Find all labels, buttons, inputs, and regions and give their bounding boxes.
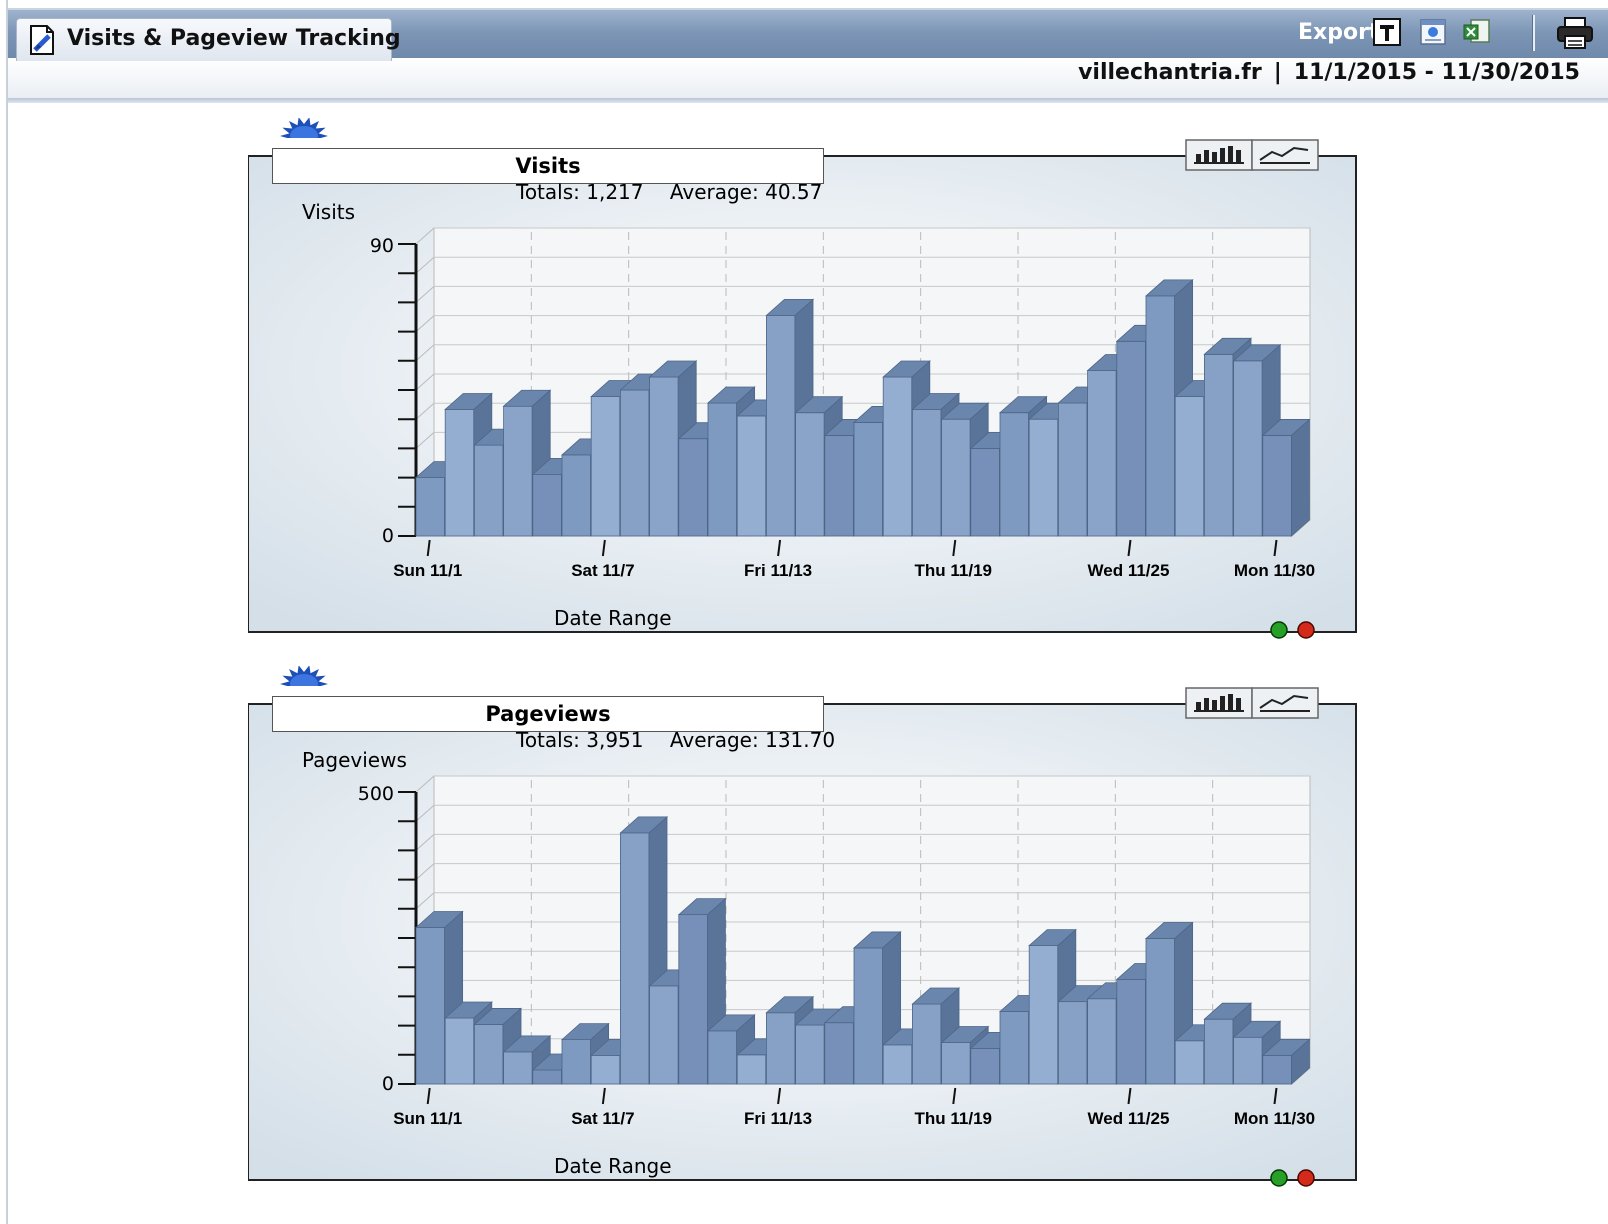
visits-chart: 0 90 Sun 11/1 Sat 11/7 Fri 11/13 Thu 11/19 Wed… — [248, 118, 1357, 639]
chart-type-buttons — [1185, 139, 1319, 171]
x-tick — [601, 1087, 606, 1105]
bar — [414, 910, 464, 1085]
site-name: villechantria.fr — [1078, 60, 1262, 85]
bar-chart-button[interactable] — [1185, 139, 1253, 171]
document-icon — [30, 25, 54, 55]
y-axis-title: Visits — [302, 200, 356, 224]
excel-export-icon[interactable] — [1462, 17, 1492, 47]
totals-label: Totals: — [516, 728, 580, 752]
x-tick — [1273, 539, 1278, 557]
x-tick-label: Sat 11/7 — [571, 1109, 634, 1128]
chart-type-buttons — [1185, 687, 1319, 719]
x-axis-title: Date Range — [554, 606, 672, 630]
chart-totals: Totals: 3,951 Average: 131.70 — [516, 728, 835, 752]
x-tick-label: Wed 11/25 — [1088, 561, 1170, 580]
status-indicators — [1270, 621, 1315, 639]
burst-icon — [274, 118, 334, 155]
line-chart-button[interactable] — [1251, 687, 1319, 719]
x-tick — [1127, 1087, 1132, 1105]
report-info-bar — [8, 58, 1608, 100]
export-label: Export — [1298, 20, 1380, 45]
window-left-border — [6, 0, 8, 1224]
print-icon[interactable] — [1556, 16, 1594, 50]
y-tick-label: 0 — [382, 1073, 394, 1095]
status-red-dot — [1297, 1169, 1315, 1187]
y-axis-title: Pageviews — [302, 748, 407, 772]
y-tick-label: 500 — [358, 783, 394, 805]
chart-title: Visits — [272, 148, 824, 184]
x-tick-label: Fri 11/13 — [744, 561, 812, 580]
toolbar-separator — [1532, 15, 1535, 51]
x-tick — [601, 539, 606, 557]
x-tick — [1127, 539, 1132, 557]
bar-chart-button[interactable] — [1185, 687, 1253, 719]
bars — [414, 279, 1311, 537]
y-tick-label: 90 — [370, 235, 394, 257]
x-axis-title: Date Range — [554, 1154, 672, 1178]
bars — [414, 815, 1311, 1085]
date-range: 11/1/2015 - 11/30/2015 — [1293, 60, 1580, 85]
bar — [1261, 418, 1311, 537]
x-tick — [952, 539, 957, 557]
web-export-icon[interactable] — [1418, 17, 1448, 47]
average-label: Average: — [669, 728, 759, 752]
average-value: 131.70 — [765, 728, 836, 752]
x-tick-label: Mon 11/30 — [1234, 561, 1315, 580]
y-tick-label: 0 — [382, 525, 394, 547]
totals-label: Totals: — [516, 180, 580, 204]
status-green-dot — [1270, 621, 1288, 639]
x-tick-label: Sun 11/1 — [393, 1109, 462, 1128]
site-date-info: villechantria.fr | 11/1/2015 - 11/30/2015 — [1078, 60, 1580, 85]
x-tick-label: Sat 11/7 — [571, 561, 634, 580]
status-green-dot — [1270, 1169, 1288, 1187]
x-tick-label: Thu 11/19 — [915, 1109, 992, 1128]
info-separator: | — [1273, 60, 1282, 85]
bar — [560, 1022, 610, 1085]
x-tick-label: Sun 11/1 — [393, 561, 462, 580]
text-export-icon[interactable] — [1372, 17, 1402, 47]
pageviews-chart-panel: 0 500 Sun 11/1 Sat 11/7 Fri 11/13 Thu 11/19 We… — [248, 666, 1378, 1204]
average-value: 40.57 — [765, 180, 823, 204]
average-label: Average: — [669, 180, 759, 204]
chart-title: Pageviews — [272, 696, 824, 732]
burst-icon — [274, 666, 334, 703]
x-tick-label: Mon 11/30 — [1234, 1109, 1315, 1128]
x-tick — [777, 1087, 782, 1105]
x-axis: Sun 11/1 Sat 11/7 Fri 11/13 Thu 11/19 Wed 11… — [393, 1087, 1315, 1128]
x-tick — [952, 1087, 957, 1105]
status-red-dot — [1297, 621, 1315, 639]
totals-value: 1,217 — [586, 180, 644, 204]
bar — [1174, 379, 1223, 537]
toolbar-divider — [8, 98, 1608, 103]
line-chart-button[interactable] — [1251, 139, 1319, 171]
report-title: Visits & Pageview Tracking — [67, 26, 401, 51]
x-tick — [777, 539, 782, 557]
x-axis: Sun 11/1 Sat 11/7 Fri 11/13 Thu 11/19 Wed 11… — [393, 539, 1315, 580]
x-tick — [426, 539, 431, 557]
totals-value: 3,951 — [586, 728, 644, 752]
report-title-tab: Visits & Pageview Tracking — [16, 18, 401, 61]
visits-chart-panel: 0 90 Sun 11/1 Sat 11/7 Fri 11/13 Thu 11/19 Wed… — [248, 118, 1378, 656]
x-tick — [426, 1087, 431, 1105]
x-tick-label: Wed 11/25 — [1088, 1109, 1170, 1128]
x-tick-label: Thu 11/19 — [915, 561, 992, 580]
bar — [1261, 1038, 1311, 1085]
status-indicators — [1270, 1169, 1315, 1187]
x-tick-label: Fri 11/13 — [744, 1109, 812, 1128]
pageviews-chart: 0 500 Sun 11/1 Sat 11/7 Fri 11/13 Thu 11/19 We… — [248, 666, 1357, 1187]
chart-totals: Totals: 1,217 Average: 40.57 — [516, 180, 822, 204]
x-tick — [1273, 1087, 1278, 1105]
